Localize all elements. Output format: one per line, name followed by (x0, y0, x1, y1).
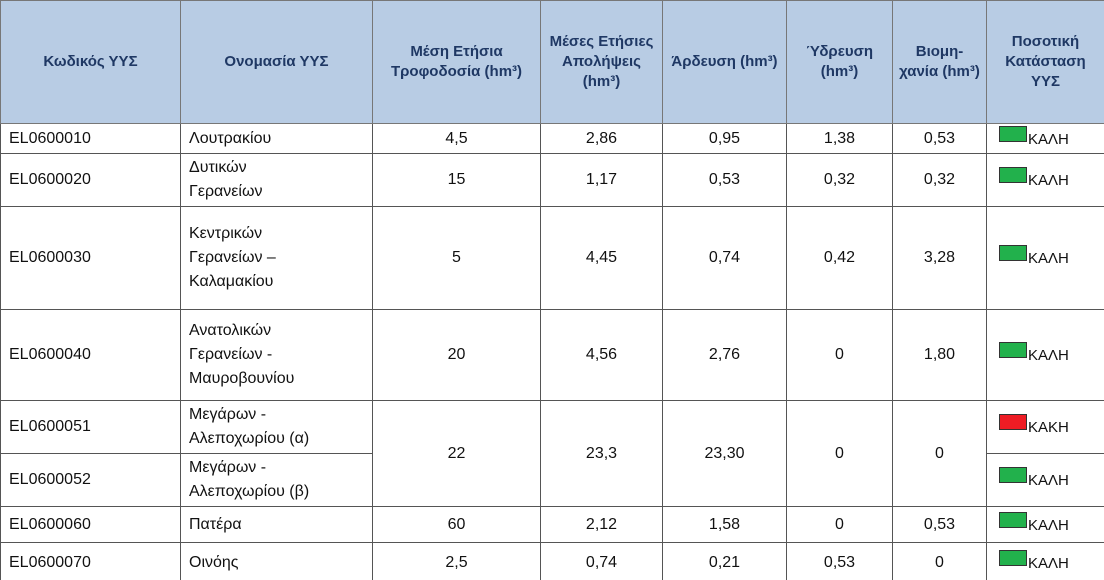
name-cell: Δυτικών Γερανείων (180, 153, 373, 207)
status-cell: ΚΑΛΗ (986, 506, 1104, 543)
code-cell: EL0600070 (0, 542, 181, 580)
value-cell: 0,32 (786, 153, 893, 207)
name-cell: Κεντρικών Γερανείων – Καλαμακίου (180, 206, 373, 310)
value-cell: 0,53 (892, 506, 987, 543)
table-row: EL0600020 Δυτικών Γερανείων 15 1,17 0,53 0,32… (0, 153, 1104, 207)
value-cell: 20 (372, 309, 541, 401)
value-cell: 0,74 (662, 206, 787, 310)
value-cell: 22 (372, 400, 541, 507)
value-cell: 0 (786, 506, 893, 543)
value-cell: 1,58 (662, 506, 787, 543)
value-cell: 0 (786, 400, 893, 507)
value-cell: 2,5 (372, 542, 541, 580)
value-cell: 0,32 (892, 153, 987, 207)
value-cell: 23,3 (540, 400, 663, 507)
code-cell: EL0600040 (0, 309, 181, 401)
status-label: ΚΑΛΗ (1028, 172, 1069, 189)
table-row: EL0600030 Κεντρικών Γερανείων – Καλαμακίο… (0, 206, 1104, 310)
table-row: EL0600010 Λουτρακίου 4,5 2,86 0,95 1,38 0,53 ΚΑ… (0, 123, 1104, 154)
status-label: ΚΑΛΗ (1028, 472, 1069, 489)
status-cell: ΚΑΛΗ (986, 123, 1104, 154)
header-cell: Κωδικός ΥΥΣ (0, 0, 181, 124)
status-label: ΚΑΛΗ (1028, 130, 1069, 148)
status-indicator (999, 511, 1027, 528)
table-row: EL0600052 Μεγάρων - Αλεποχωρίου (β) ΚΑΛΗ (0, 453, 1104, 507)
status-indicator (999, 125, 1027, 142)
value-cell: 1,38 (786, 123, 893, 154)
header-cell: Βιομη-χανία (hm³) (892, 0, 987, 124)
status-cell: ΚΑΛΗ (986, 206, 1104, 310)
status-label: ΚΑΛΗ (1028, 250, 1069, 267)
table-row: EL0600051 Μεγάρων - Αλεποχωρίου (α) 22 23,3… (0, 400, 1104, 507)
status-label: ΚΑΛΗ (1028, 516, 1069, 534)
status-cell: ΚΑΛΗ (986, 309, 1104, 401)
value-cell: 4,45 (540, 206, 663, 310)
status-indicator (999, 414, 1027, 430)
table-row: EL0600040 Ανατολικών Γερανείων - Μαυροβου… (0, 309, 1104, 401)
value-cell: 0,74 (540, 542, 663, 580)
value-cell: 0,53 (786, 542, 893, 580)
value-cell: 3,28 (892, 206, 987, 310)
status-label: ΚΑΛΗ (1028, 554, 1069, 572)
header-row: Κωδικός ΥΥΣ Ονομασία ΥΥΣ Μέση Ετήσια Τροφο… (0, 0, 1104, 124)
code-cell: EL0600010 (0, 123, 181, 154)
value-cell: 5 (372, 206, 541, 310)
value-cell: 60 (372, 506, 541, 543)
name-cell: Πατέρα (180, 506, 373, 543)
table-row: EL0600060 Πατέρα 60 2,12 1,58 0 0,53 ΚΑΛΗ (0, 506, 1104, 543)
value-cell: 0,95 (662, 123, 787, 154)
name-cell: Λουτρακίου (180, 123, 373, 154)
value-cell: 4,5 (372, 123, 541, 154)
code-cell: EL0600060 (0, 506, 181, 543)
code-cell: EL0600020 (0, 153, 181, 207)
value-cell: 0,53 (662, 153, 787, 207)
status-indicator (999, 245, 1027, 261)
name-cell: Μεγάρων - Αλεποχωρίου (β) (180, 453, 373, 507)
value-cell: 0 (892, 542, 987, 580)
status-indicator (999, 549, 1027, 566)
code-cell: EL0600052 (0, 453, 181, 507)
status-label: ΚΑΛΗ (1028, 347, 1069, 364)
status-label: ΚΑΚΗ (1028, 419, 1069, 436)
code-cell: EL0600051 (0, 400, 181, 454)
value-cell: 23,30 (662, 400, 787, 507)
status-cell: ΚΑΛΗ (986, 453, 1104, 507)
value-cell: 0 (786, 309, 893, 401)
value-cell: 1,17 (540, 153, 663, 207)
status-indicator (999, 342, 1027, 358)
status-indicator (999, 167, 1027, 183)
header-cell: Ύδρευση (hm³) (786, 0, 893, 124)
value-cell: 0,42 (786, 206, 893, 310)
code-cell: EL0600030 (0, 206, 181, 310)
header-cell: Άρδευση (hm³) (662, 0, 787, 124)
value-cell: 2,76 (662, 309, 787, 401)
value-cell: 1,80 (892, 309, 987, 401)
name-cell: Μεγάρων - Αλεποχωρίου (α) (180, 400, 373, 454)
value-cell: 0 (892, 400, 987, 507)
status-cell: ΚΑΛΗ (986, 542, 1104, 580)
name-cell: Οινόης (180, 542, 373, 580)
header-cell: Μέσες Ετήσιες Απολήψεις (hm³) (540, 0, 663, 124)
status-cell: ΚΑΛΗ (986, 153, 1104, 207)
header-cell: Μέση Ετήσια Τροφοδοσία (hm³) (372, 0, 541, 124)
value-cell: 2,86 (540, 123, 663, 154)
status-cell: ΚΑΚΗ (986, 400, 1104, 454)
name-cell: Ανατολικών Γερανείων - Μαυροβουνίου (180, 309, 373, 401)
table-body: EL0600010 Λουτρακίου 4,5 2,86 0,95 1,38 0,53 ΚΑ… (0, 123, 1104, 580)
value-cell: 0,53 (892, 123, 987, 154)
header-cell: Ονομασία ΥΥΣ (180, 0, 373, 124)
status-indicator (999, 467, 1027, 483)
header-cell: Ποσοτική Κατάσταση ΥΥΣ (986, 0, 1104, 124)
value-cell: 2,12 (540, 506, 663, 543)
value-cell: 4,56 (540, 309, 663, 401)
value-cell: 15 (372, 153, 541, 207)
value-cell: 0,21 (662, 542, 787, 580)
table-row: EL0600070 Οινόης 2,5 0,74 0,21 0,53 0 ΚΑΛΗ (0, 542, 1104, 580)
